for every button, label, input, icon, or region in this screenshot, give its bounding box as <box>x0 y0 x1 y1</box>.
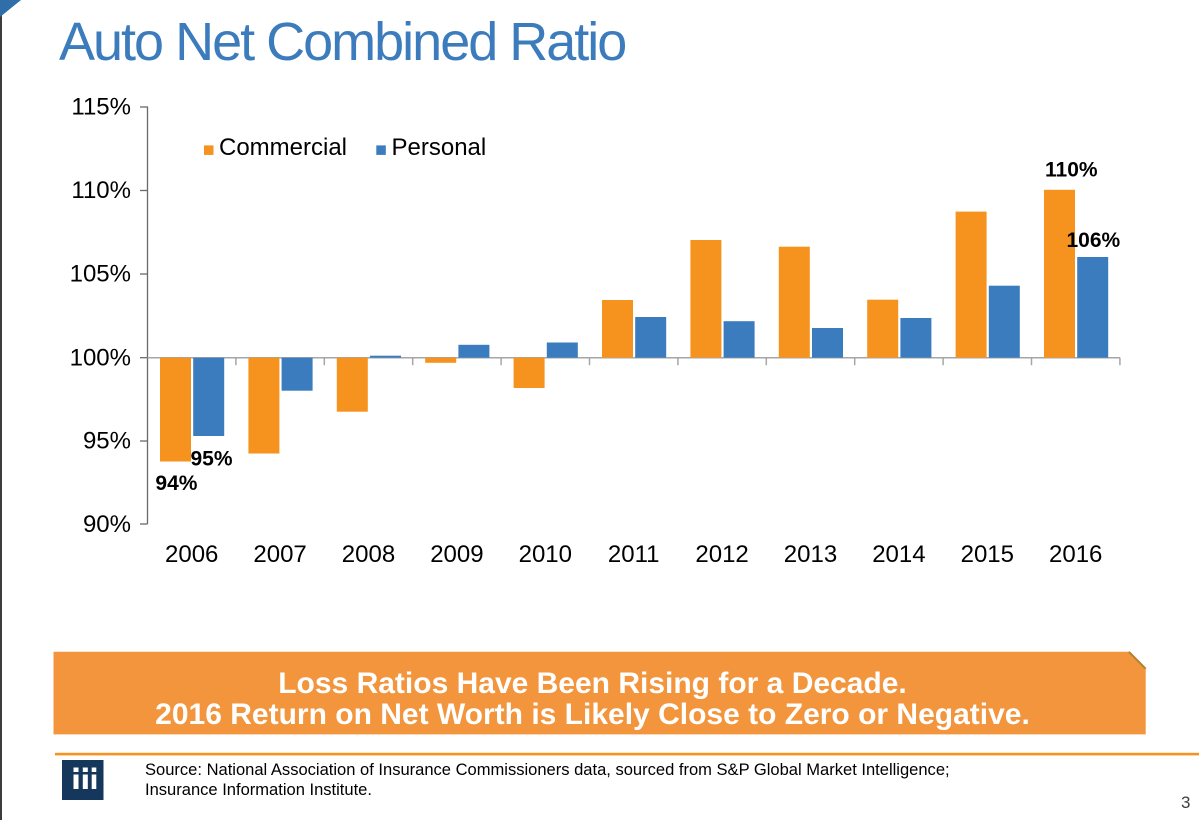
svg-text:2012: 2012 <box>695 541 748 568</box>
svg-text:2013: 2013 <box>784 541 837 568</box>
svg-text:105%: 105% <box>70 261 131 288</box>
svg-text:110%: 110% <box>1045 159 1098 182</box>
svg-text:2006: 2006 <box>165 541 218 568</box>
svg-text:Commercial: Commercial <box>219 134 347 161</box>
svg-text:2009: 2009 <box>430 541 483 568</box>
svg-text:2010: 2010 <box>519 541 572 568</box>
svg-text:2011: 2011 <box>608 541 660 568</box>
svg-text:Personal: Personal <box>392 134 487 161</box>
svg-text:2015: 2015 <box>961 541 1014 568</box>
svg-text:2014: 2014 <box>872 541 925 568</box>
svg-text:115%: 115% <box>71 94 131 121</box>
svg-text:95%: 95% <box>83 428 131 455</box>
svg-text:95%: 95% <box>191 448 233 471</box>
svg-text:110%: 110% <box>71 177 131 204</box>
svg-text:2008: 2008 <box>342 541 395 568</box>
svg-text:90%: 90% <box>83 511 131 538</box>
svg-text:106%: 106% <box>1067 229 1121 252</box>
svg-text:94%: 94% <box>155 472 197 495</box>
svg-text:100%: 100% <box>70 344 131 371</box>
svg-text:2016: 2016 <box>1049 541 1102 568</box>
svg-text:2007: 2007 <box>253 541 306 568</box>
